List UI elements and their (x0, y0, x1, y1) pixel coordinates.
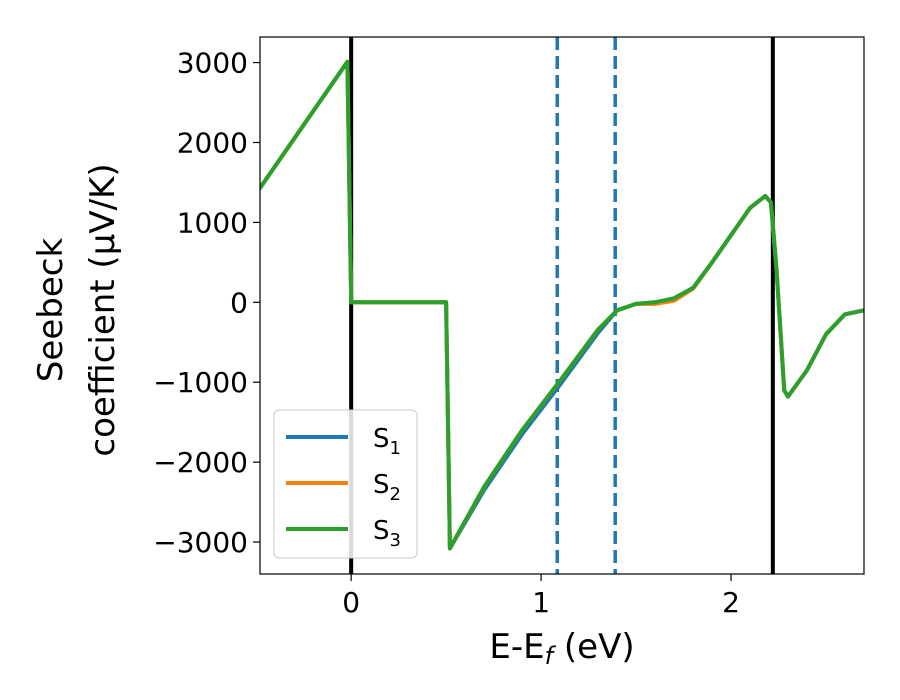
x-axis-ticks: 0 1 2 (342, 574, 740, 619)
y-tick-label: 2000 (177, 126, 248, 159)
y-tick-label: −1000 (153, 366, 248, 399)
y-tick-label: 3000 (177, 47, 248, 80)
y-tick-label: 1000 (177, 206, 248, 239)
legend-label-s1: S1 (373, 424, 401, 459)
y-axis-label: Seebeck coefficient (μV/K) (31, 163, 123, 456)
series-line-s3 (260, 59, 864, 551)
y-axis-label-line1: Seebeck (31, 238, 71, 383)
x-axis-label: E-Ef (eV) (489, 627, 634, 670)
x-tick-label: 0 (342, 586, 360, 619)
y-axis-ticks: 3000 2000 1000 0 −1000 −2000 −3000 (153, 47, 260, 559)
legend-label-s2: S2 (373, 470, 401, 505)
x-axis-label-unit: (eV) (553, 627, 635, 667)
legend: S1 S2 S3 (273, 409, 418, 559)
y-tick-label: 0 (230, 286, 248, 319)
y-tick-label: −3000 (153, 526, 248, 559)
plot-frame (259, 36, 865, 575)
y-axis-label-line2: coefficient (μV/K) (83, 163, 123, 456)
y-tick-label: −2000 (153, 446, 248, 479)
series-lines (260, 59, 864, 551)
legend-items: S1 S2 S3 (286, 424, 401, 551)
legend-label-s3: S3 (373, 516, 401, 551)
x-tick-label: 1 (532, 586, 550, 619)
x-axis-label-main: E-E (489, 627, 544, 667)
x-tick-label: 2 (722, 586, 740, 619)
